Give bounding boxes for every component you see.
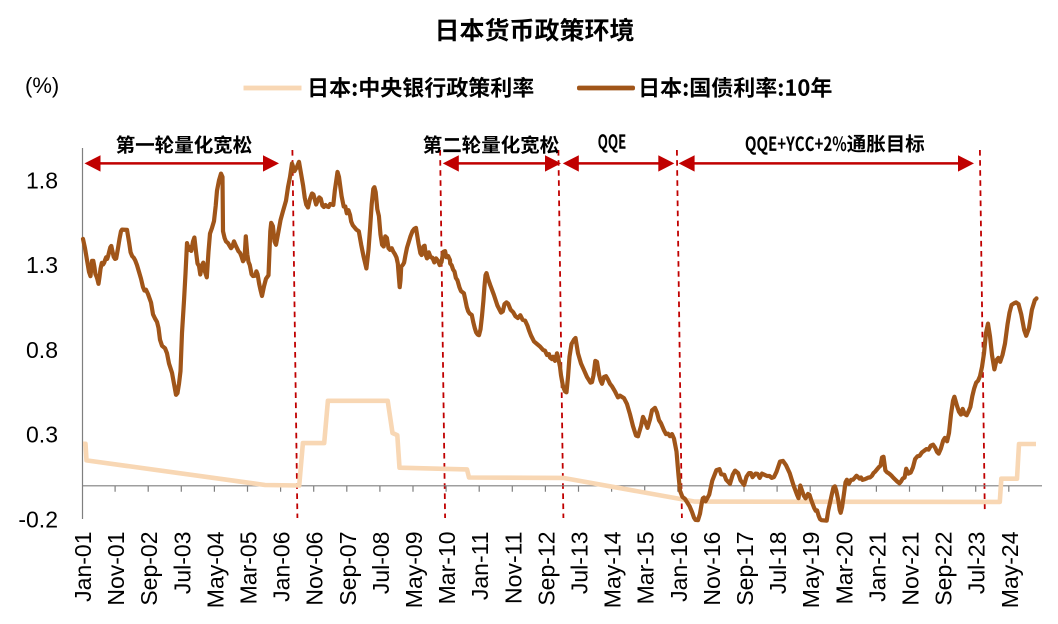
svg-text:Jul-23: Jul-23 (964, 531, 990, 594)
svg-text:May-24: May-24 (997, 531, 1023, 608)
svg-text:Sep-02: Sep-02 (136, 532, 162, 606)
svg-text:1.8: 1.8 (26, 167, 58, 193)
svg-text:Jan-11: Jan-11 (467, 532, 493, 601)
svg-text:Sep-07: Sep-07 (335, 532, 361, 606)
svg-text:Mar-20: Mar-20 (831, 532, 857, 605)
svg-text:Jul-08: Jul-08 (368, 532, 394, 595)
svg-text:Nov-21: Nov-21 (898, 532, 924, 606)
svg-text:Nov-01: Nov-01 (103, 532, 129, 606)
svg-text:Sep-17: Sep-17 (732, 532, 758, 606)
svg-text:0.8: 0.8 (26, 337, 58, 363)
svg-text:Jul-03: Jul-03 (169, 532, 195, 595)
svg-text:May-14: May-14 (600, 531, 626, 608)
svg-text:May-09: May-09 (401, 532, 427, 609)
svg-text:Nov-16: Nov-16 (699, 532, 725, 606)
svg-text:(%): (%) (25, 73, 59, 98)
svg-text:Mar-15: Mar-15 (633, 532, 659, 605)
svg-text:Jul-18: Jul-18 (765, 532, 791, 595)
svg-text:0.3: 0.3 (26, 422, 58, 448)
svg-text:Jan-21: Jan-21 (864, 532, 890, 602)
svg-text:1.3: 1.3 (26, 252, 58, 278)
svg-text:Jan-16: Jan-16 (666, 532, 692, 602)
svg-text:Jan-06: Jan-06 (269, 532, 295, 602)
svg-text:Nov-06: Nov-06 (302, 532, 328, 606)
svg-text:Nov-11: Nov-11 (500, 532, 526, 604)
svg-text:May-04: May-04 (202, 531, 228, 608)
svg-text:Sep-22: Sep-22 (931, 532, 957, 606)
svg-text:Jan-01: Jan-01 (70, 532, 96, 602)
svg-text:Sep-12: Sep-12 (533, 532, 559, 606)
svg-text:Jul-13: Jul-13 (567, 532, 593, 595)
svg-text:Mar-10: Mar-10 (434, 532, 460, 605)
svg-text:May-19: May-19 (798, 532, 824, 609)
svg-text:-0.2: -0.2 (18, 506, 58, 532)
svg-text:Mar-05: Mar-05 (236, 532, 262, 605)
